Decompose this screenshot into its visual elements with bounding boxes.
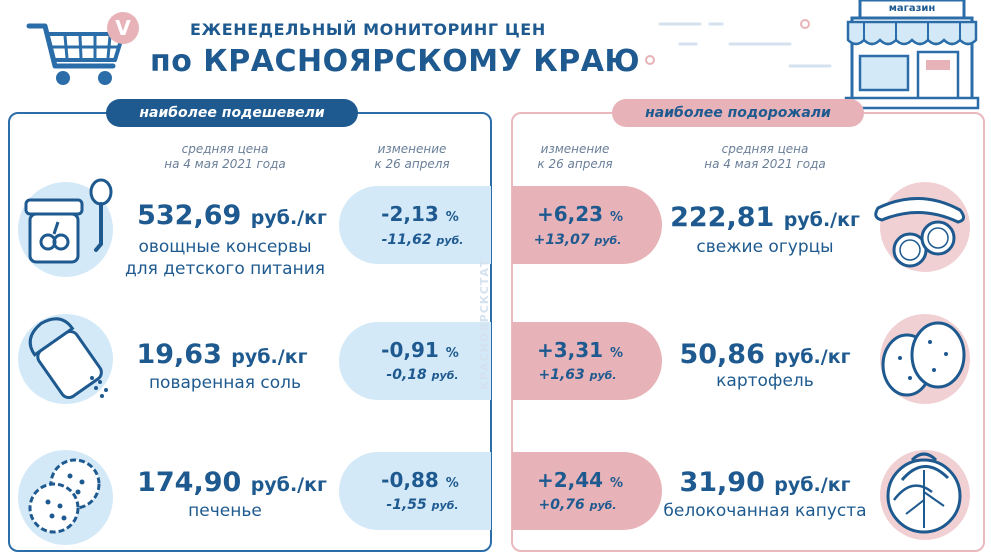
change-bubble [339,452,491,530]
left-change-column-header: изменение к 26 апреля [352,142,472,172]
baby-food-jar-icon [24,178,113,264]
ruble-value: +1,63 [538,367,585,383]
price-unit: руб./кг [774,346,851,368]
ruble-change: +13,07 руб. [515,232,640,248]
potato-icon [881,321,966,397]
source-watermark: КРАСНОЯРСКСТАТ [478,258,491,390]
pricier-tag: наиболее подорожали [612,99,864,127]
product-name-line1: картофель [716,371,814,391]
page-title-line1: ЕЖЕНЕДЕЛЬНЫЙ МОНИТОРИНГ ЦЕН [190,20,546,39]
percent-value: +3,31 [536,338,604,362]
change-bubble [339,322,491,400]
change-bubble [339,186,491,264]
price-value: 19,63 руб./кг [112,339,332,370]
ruble-value: -0,18 [386,367,427,383]
shop-icon [844,0,980,110]
percent-unit: % [445,476,459,491]
price-number: 532,69 [137,200,242,231]
logo-badge: V [107,12,139,44]
ruble-change: +1,63 руб. [515,367,640,383]
ruble-unit: руб. [431,499,459,512]
cookies-icon [28,458,101,534]
price-number: 31,90 [679,467,765,498]
cheaper-tag: наиболее подешевели [106,99,358,127]
header-text: изменение к 26 апреля [374,142,450,171]
cucumber-icon [874,197,965,268]
product-name: овощные консервы для детского питания [100,236,350,280]
percent-value: -0,91 [381,338,439,362]
right-price-column-header: средняя цена на 4 мая 2021 года [680,142,850,172]
header-text: средняя цена на 4 мая 2021 года [164,142,286,171]
percent-unit: % [445,346,459,361]
percent-change: -0,88 % [355,468,485,492]
product-name: печенье [100,500,350,522]
product-name-line1: свежие огурцы [696,237,834,257]
product-name-line2: для детского питания [125,259,325,279]
percent-value: -0,88 [381,468,439,492]
percent-change: +2,44 % [515,468,645,492]
product-name-line1: печенье [188,501,262,521]
ruble-unit: руб. [594,234,622,247]
ruble-value: -11,62 [381,232,432,248]
price-value: 532,69 руб./кг [112,200,352,231]
header-text: средняя цена на 4 мая 2021 года [704,142,826,171]
header-text: изменение к 26 апреля [537,142,613,171]
percent-change: -2,13 % [355,202,485,226]
ruble-change: -0,18 руб. [360,367,485,383]
price-number: 222,81 [670,202,775,233]
percent-value: +6,23 [536,202,604,226]
price-number: 50,86 [679,339,765,370]
percent-change: -0,91 % [355,338,485,362]
price-value: 31,90 руб./кг [660,467,870,498]
price-unit: руб./кг [250,474,327,496]
shopping-cart-icon [26,23,125,85]
ruble-change: +0,76 руб. [515,497,640,513]
ruble-unit: руб. [436,234,464,247]
left-price-column-header: средняя цена на 4 мая 2021 года [140,142,310,172]
percent-unit: % [610,476,624,491]
price-unit: руб./кг [783,209,860,231]
right-change-column-header: изменение к 26 апреля [515,142,635,172]
percent-change: +3,31 % [515,338,645,362]
price-value: 174,90 руб./кг [112,467,352,498]
ruble-change: -1,55 руб. [360,497,485,513]
price-value: 50,86 руб./кг [660,339,870,370]
percent-change: +6,23 % [515,202,645,226]
percent-unit: % [610,210,624,225]
price-unit: руб./кг [250,207,327,229]
ruble-value: +0,76 [538,497,585,513]
ruble-unit: руб. [589,499,617,512]
percent-value: -2,13 [381,202,439,226]
page-title-line2: по КРАСНОЯРСКОМУ КРАЮ [150,44,641,79]
ruble-unit: руб. [589,369,617,382]
change-bubble [512,186,662,264]
ruble-value: +13,07 [533,232,590,248]
percent-unit: % [445,210,459,225]
product-name: белокочанная капуста [650,500,880,522]
ruble-value: -1,55 [386,497,427,513]
logo-letter: V [115,16,131,40]
change-bubble [512,452,662,530]
price-unit: руб./кг [774,474,851,496]
price-number: 174,90 [137,467,242,498]
price-value: 222,81 руб./кг [660,202,870,233]
product-name-line1: белокочанная капуста [663,501,867,521]
product-name: свежие огурцы [660,236,870,258]
ruble-change: -11,62 руб. [360,232,485,248]
percent-value: +2,44 [536,468,604,492]
product-name: поваренная соль [100,372,350,394]
salt-shaker-icon [28,317,108,400]
price-number: 19,63 [136,339,222,370]
product-name-line1: овощные консервы [138,237,312,257]
change-bubble [512,322,662,400]
decorative-dashes [645,19,832,68]
product-name-line1: поваренная соль [148,373,302,393]
ruble-unit: руб. [431,369,459,382]
percent-unit: % [610,346,624,361]
shop-sign-label: магазин [888,3,936,14]
product-name: картофель [660,370,870,392]
price-unit: руб./кг [231,346,308,368]
cabbage-icon [886,452,962,534]
